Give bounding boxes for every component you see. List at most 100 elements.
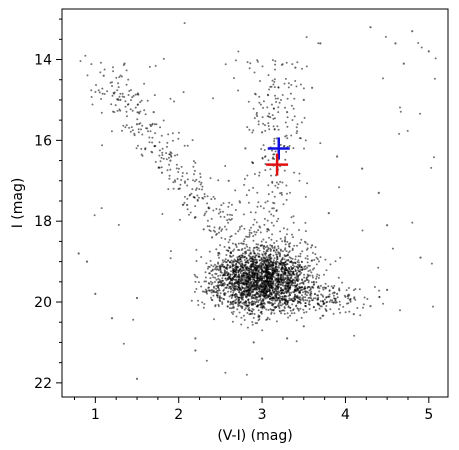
star-point [177, 171, 180, 173]
star-point [279, 273, 282, 276]
star-point [257, 229, 260, 232]
star-point [281, 181, 284, 184]
star-point [291, 279, 294, 282]
star-point [198, 188, 201, 191]
star-point [306, 261, 309, 264]
star-point [261, 116, 264, 119]
star-point [285, 250, 288, 253]
star-point [277, 217, 280, 220]
star-point [248, 67, 251, 70]
star-point [230, 255, 233, 258]
star-point [218, 278, 221, 281]
star-point [284, 121, 287, 124]
star-point [237, 50, 240, 53]
star-point [242, 292, 244, 295]
star-point [267, 261, 270, 264]
star-point [287, 299, 290, 302]
star-point [130, 126, 133, 129]
star-point [250, 289, 253, 292]
star-point [323, 273, 325, 276]
star-point [278, 270, 281, 273]
star-point [259, 294, 262, 297]
star-point [302, 98, 305, 101]
star-point [230, 307, 233, 310]
star-point [292, 215, 295, 218]
star-point [184, 181, 186, 184]
star-point [131, 109, 134, 112]
star-point [391, 247, 394, 250]
star-point [266, 264, 269, 267]
star-point [294, 288, 297, 291]
star-point [260, 266, 263, 268]
star-point [333, 284, 336, 287]
star-point [327, 285, 330, 288]
star-point [239, 256, 242, 259]
star-point [170, 152, 173, 155]
star-point [125, 83, 128, 86]
star-point [273, 128, 276, 131]
star-point [336, 296, 339, 299]
star-point [117, 223, 120, 226]
star-point [237, 249, 240, 251]
star-point [317, 294, 320, 297]
star-point [275, 320, 278, 323]
star-point [295, 132, 298, 135]
star-point [210, 270, 213, 273]
star-point [256, 272, 259, 275]
star-point [266, 115, 269, 118]
star-point [248, 189, 251, 192]
star-point [269, 244, 272, 247]
star-point [284, 158, 287, 161]
star-point [264, 129, 267, 132]
star-point [358, 288, 361, 291]
star-point [259, 287, 262, 289]
star-point [278, 299, 281, 302]
star-point [263, 124, 266, 127]
star-point [144, 147, 147, 150]
star-point [310, 246, 313, 249]
star-point [286, 302, 289, 305]
star-point [247, 249, 249, 252]
star-point [181, 172, 184, 174]
star-point [229, 273, 232, 276]
star-point [273, 142, 276, 145]
star-point [273, 267, 276, 270]
star-point [243, 227, 246, 230]
star-point [293, 261, 296, 264]
star-point [206, 219, 209, 222]
star-point [110, 130, 113, 133]
star-point [347, 297, 350, 300]
star-point [303, 147, 305, 150]
star-point [203, 195, 206, 198]
star-point [267, 246, 270, 249]
star-point [252, 308, 255, 311]
star-point [206, 202, 209, 205]
star-point [258, 101, 261, 104]
star-point [398, 132, 401, 135]
star-point [308, 299, 311, 302]
star-point [194, 280, 197, 283]
star-point [254, 93, 257, 96]
star-point [218, 296, 221, 299]
star-point [214, 280, 216, 283]
star-point [209, 277, 212, 280]
star-point [317, 277, 320, 279]
star-point [207, 282, 210, 284]
star-point [100, 111, 103, 114]
star-point [166, 145, 168, 148]
star-point [325, 301, 328, 304]
star-point [229, 301, 232, 304]
star-point [338, 186, 341, 189]
star-point [288, 281, 291, 284]
star-point [311, 259, 314, 262]
highlight-plus-marker [266, 153, 289, 176]
star-point [237, 265, 240, 268]
star-point [246, 273, 249, 276]
star-point [154, 132, 157, 135]
star-point [169, 257, 172, 260]
star-point [267, 282, 270, 285]
star-point [378, 295, 381, 298]
star-point [252, 341, 255, 344]
